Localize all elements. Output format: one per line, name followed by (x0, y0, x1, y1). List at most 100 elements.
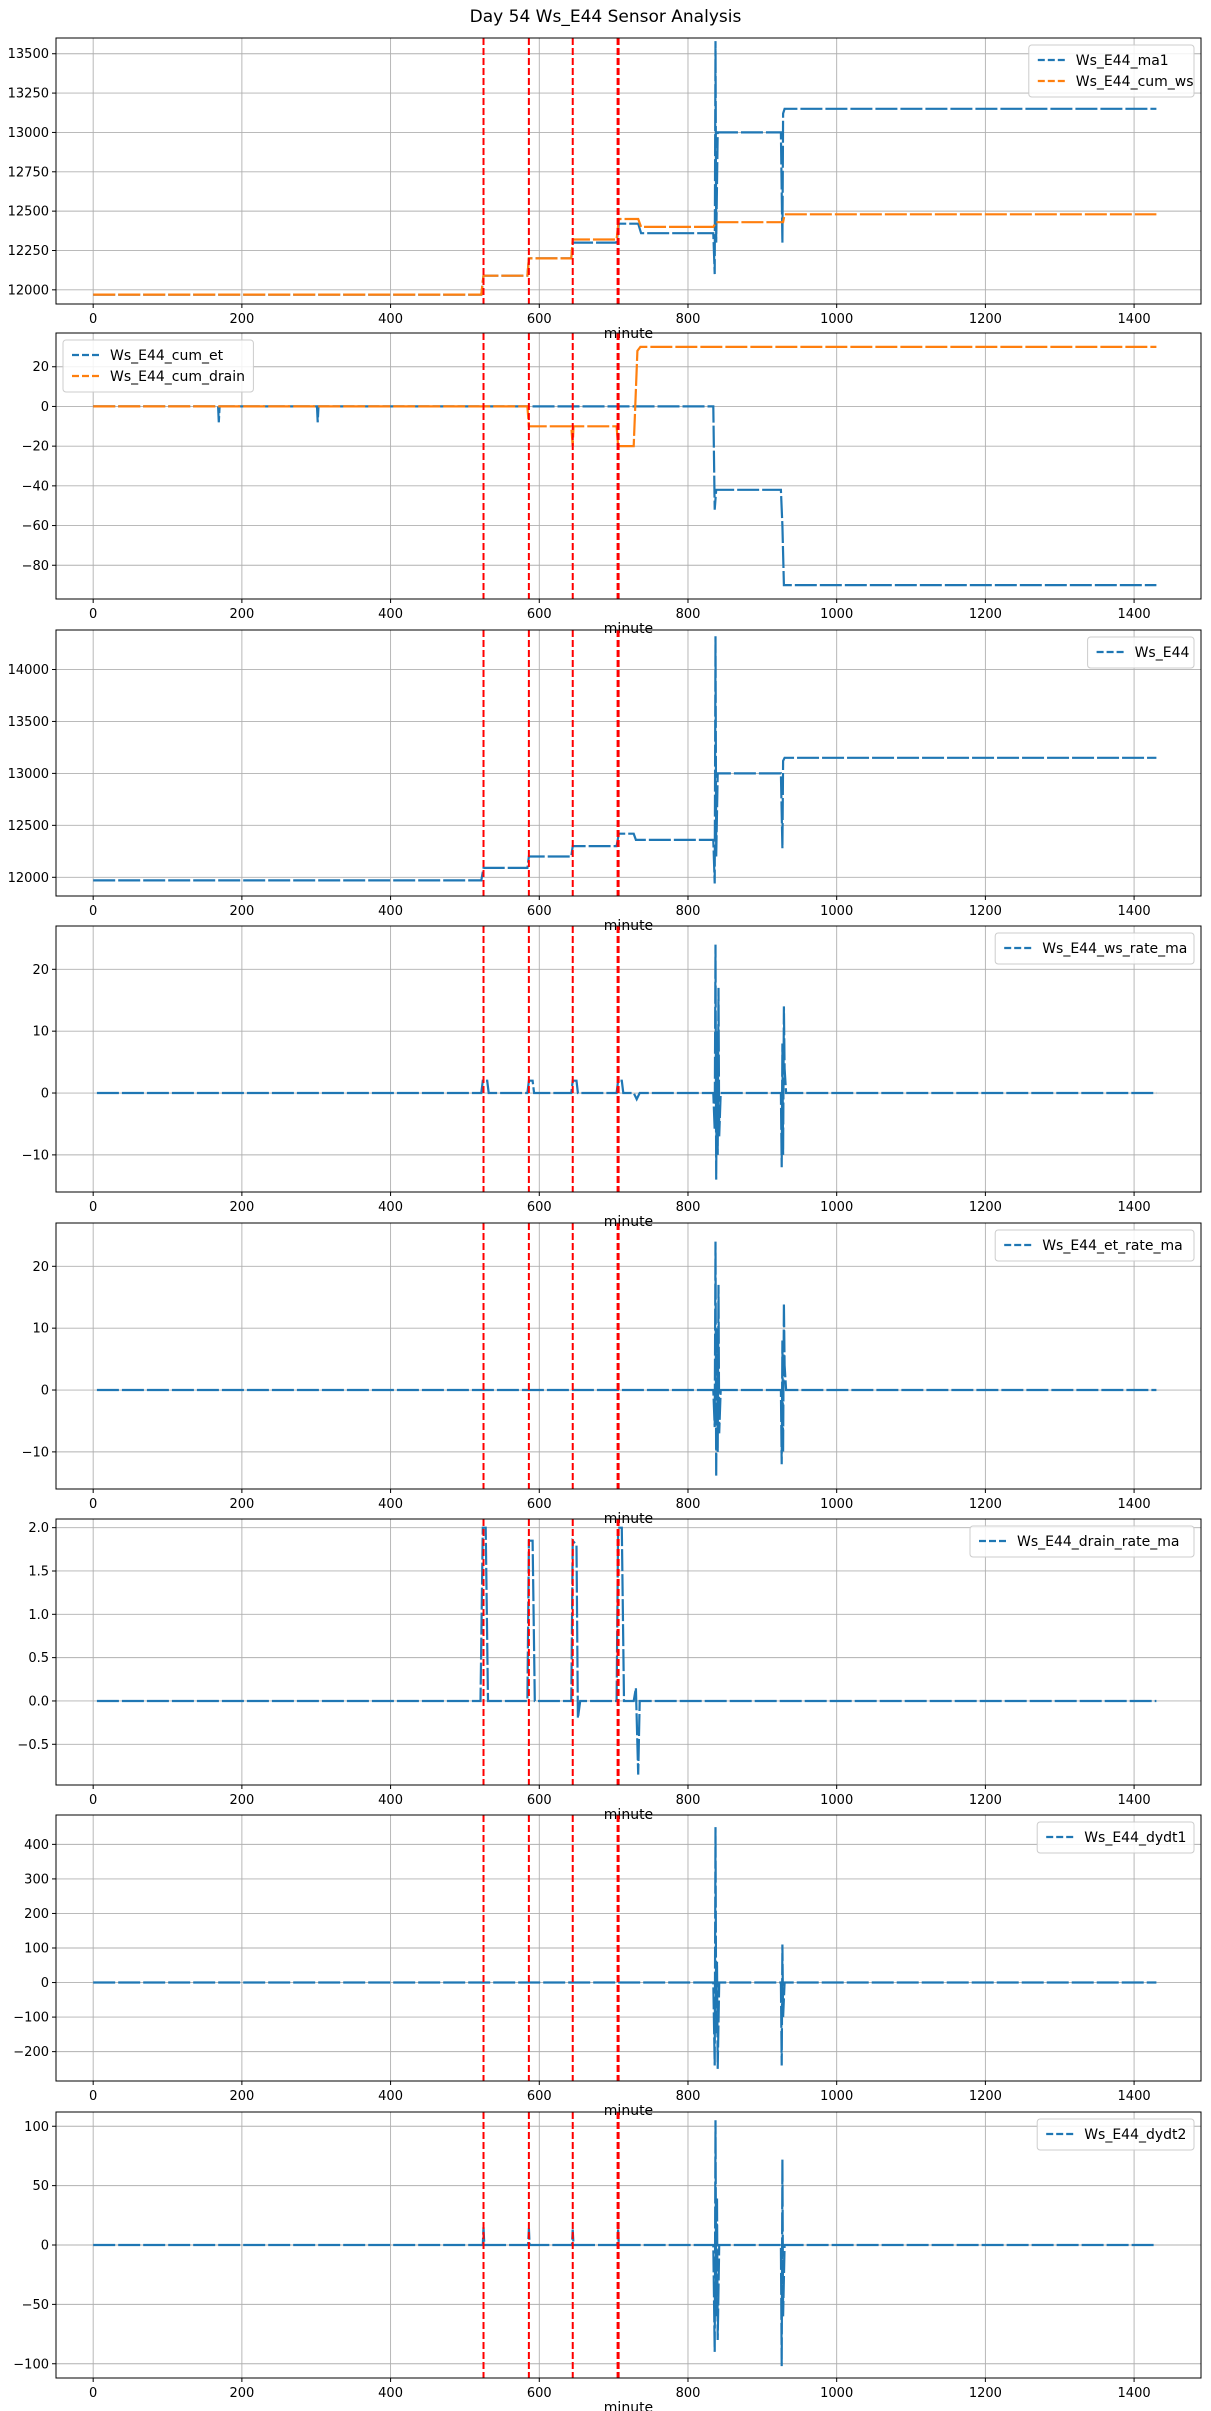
x-axis-label: minute (604, 326, 653, 342)
legend: Ws_E44_dydt2 (1036, 2118, 1195, 2151)
x-tick-label: 600 (527, 312, 552, 327)
x-tick-label: 1000 (820, 312, 853, 327)
y-tick-label: 0 (41, 1087, 49, 1102)
x-tick-label: 1000 (820, 904, 853, 919)
y-tick-label: −100 (13, 2357, 49, 2372)
y-tick-label: 10 (32, 1322, 49, 1337)
legend-box (1036, 2118, 1195, 2151)
legend-label: Ws_E44_cum_ws (1076, 74, 1194, 90)
y-tick-label: 400 (24, 1838, 49, 1853)
event-lines (482, 926, 620, 1192)
x-axis-label: minute (604, 1214, 653, 1230)
legend-box (1087, 636, 1195, 669)
subplot-1: 0 200 400 600 800 1000 1200 1400 12000 12250 12500… (8, 37, 1202, 342)
x-tick-label: 800 (676, 1200, 701, 1215)
x-tick-label: 1400 (1118, 607, 1151, 622)
axes-frame (55, 1222, 1202, 1490)
legend: Ws_E44_et_rate_ma (994, 1229, 1195, 1262)
x-tick-label: 0 (89, 312, 97, 327)
legend-label: Ws_E44_drain_rate_ma (1017, 1534, 1179, 1550)
x-tick-label: 600 (527, 904, 552, 919)
legend: Ws_E44_dydt1 (1036, 1821, 1195, 1854)
grid (56, 1815, 1201, 2081)
x-tick-label: 400 (378, 1200, 403, 1215)
y-tick-label: 0.0 (28, 1694, 49, 1709)
subplot-3: 0 200 400 600 800 1000 1200 1400 12000 12500 13000… (8, 629, 1202, 934)
event-lines (482, 1815, 620, 2081)
legend-box (994, 1229, 1195, 1262)
legend-box (62, 339, 254, 393)
series-line-Ws_E44_et_rate_ma (96, 1241, 1157, 1477)
y-tick-label: 14000 (8, 663, 49, 678)
x-tick-label: 400 (378, 607, 403, 622)
x-tick-label: 1200 (969, 1793, 1002, 1808)
x-tick-label: 1200 (969, 1200, 1002, 1215)
y-tick-label: 12000 (8, 283, 49, 298)
event-lines (482, 1223, 620, 1489)
legend: Ws_E44_cum_et Ws_E44_cum_drain (62, 339, 254, 393)
x-tick-label: 400 (378, 1793, 403, 1808)
x-tick-label: 600 (527, 607, 552, 622)
y-tick-label: 0 (41, 400, 49, 415)
plot-area (93, 636, 1157, 884)
x-tick-label: 200 (229, 2089, 254, 2104)
legend-box (1036, 1821, 1195, 1854)
x-tick-label: 400 (378, 904, 403, 919)
x-tick-label: 1400 (1118, 2089, 1151, 2104)
subplot-4: 0 200 400 600 800 1000 1200 1400 20 10 0 −10 minute W… (22, 925, 1202, 1230)
x-tick-label: 1200 (969, 2386, 1002, 2401)
x-tick-label: 1400 (1118, 1497, 1151, 1512)
y-tick-label: −10 (22, 1148, 49, 1163)
event-lines (482, 1519, 620, 1785)
x-tick-label: 1200 (969, 607, 1002, 622)
x-tick-label: 0 (89, 1497, 97, 1512)
axes-frame (55, 925, 1202, 1193)
y-tick-label: 12750 (8, 165, 49, 180)
x-tick-label: 800 (676, 607, 701, 622)
x-tick-label: 200 (229, 312, 254, 327)
x-tick-label: 200 (229, 607, 254, 622)
x-tick-label: 600 (527, 2089, 552, 2104)
x-tick-label: 0 (89, 1793, 97, 1808)
y-tick-label: 10 (32, 1025, 49, 1040)
x-tick-label: 400 (378, 1497, 403, 1512)
x-tick-label: 200 (229, 904, 254, 919)
y-tick-label: −60 (22, 519, 49, 534)
grid (56, 630, 1201, 896)
plot-area (96, 1241, 1157, 1477)
x-tick-label: 200 (229, 1497, 254, 1512)
legend: Ws_E44 (1087, 636, 1195, 669)
plot-area (93, 1827, 1157, 2069)
figure-title: Day 54 Ws_E44 Sensor Analysis (470, 7, 742, 27)
y-tick-label: −200 (13, 2045, 49, 2060)
x-axis-label: minute (604, 621, 653, 637)
y-tick-label: −20 (22, 440, 49, 455)
y-tick-label: 0 (41, 1384, 49, 1399)
series-line-Ws_E44 (93, 636, 1157, 884)
y-tick-label: 1.5 (28, 1564, 49, 1579)
y-tick-label: 2.0 (28, 1521, 49, 1536)
y-tick-label: 13500 (8, 47, 49, 62)
event-lines (482, 2112, 620, 2378)
legend-label: Ws_E44_ma1 (1076, 53, 1169, 69)
series-line-Ws_E44_cum_et (93, 405, 1157, 587)
x-tick-label: 1000 (820, 1793, 853, 1808)
x-tick-label: 1400 (1118, 2386, 1151, 2401)
subplot-7: 0 200 400 600 800 1000 1200 14004003002001000−1… (13, 1814, 1202, 2119)
x-tick-label: 0 (89, 607, 97, 622)
legend-label: Ws_E44_dydt2 (1084, 2127, 1186, 2143)
y-tick-label: 13000 (8, 767, 49, 782)
subplot-8: 0 200 400 600 800 1000 1200 1400 100 50 0 −50 −100 mi… (13, 2111, 1202, 2411)
x-tick-label: 0 (89, 2089, 97, 2104)
x-tick-label: 0 (89, 2386, 97, 2401)
y-tick-label: 100 (24, 2120, 49, 2135)
y-tick-label: 13250 (8, 87, 49, 102)
y-tick-label: 0 (41, 2239, 49, 2254)
legend-box (1028, 44, 1195, 98)
x-tick-label: 600 (527, 1200, 552, 1215)
x-tick-label: 400 (378, 312, 403, 327)
event-lines (482, 38, 620, 304)
x-tick-label: 1000 (820, 607, 853, 622)
